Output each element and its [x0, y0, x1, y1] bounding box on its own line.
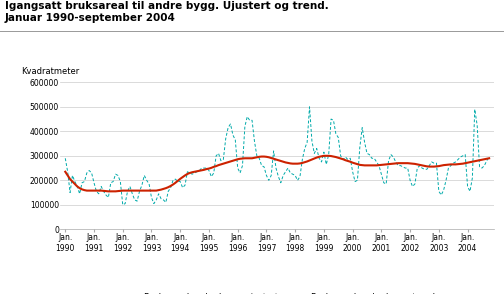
- Text: Januar 1990-september 2004: Januar 1990-september 2004: [5, 13, 176, 23]
- Legend: Bruksareal andre bygg, ujustert, Bruksareal andre bygg, trend: Bruksareal andre bygg, ujustert, Bruksar…: [115, 289, 439, 294]
- Text: Kvadratmeter: Kvadratmeter: [22, 67, 80, 76]
- Text: Igangsatt bruksareal til andre bygg. Ujustert og trend.: Igangsatt bruksareal til andre bygg. Uju…: [5, 1, 329, 11]
